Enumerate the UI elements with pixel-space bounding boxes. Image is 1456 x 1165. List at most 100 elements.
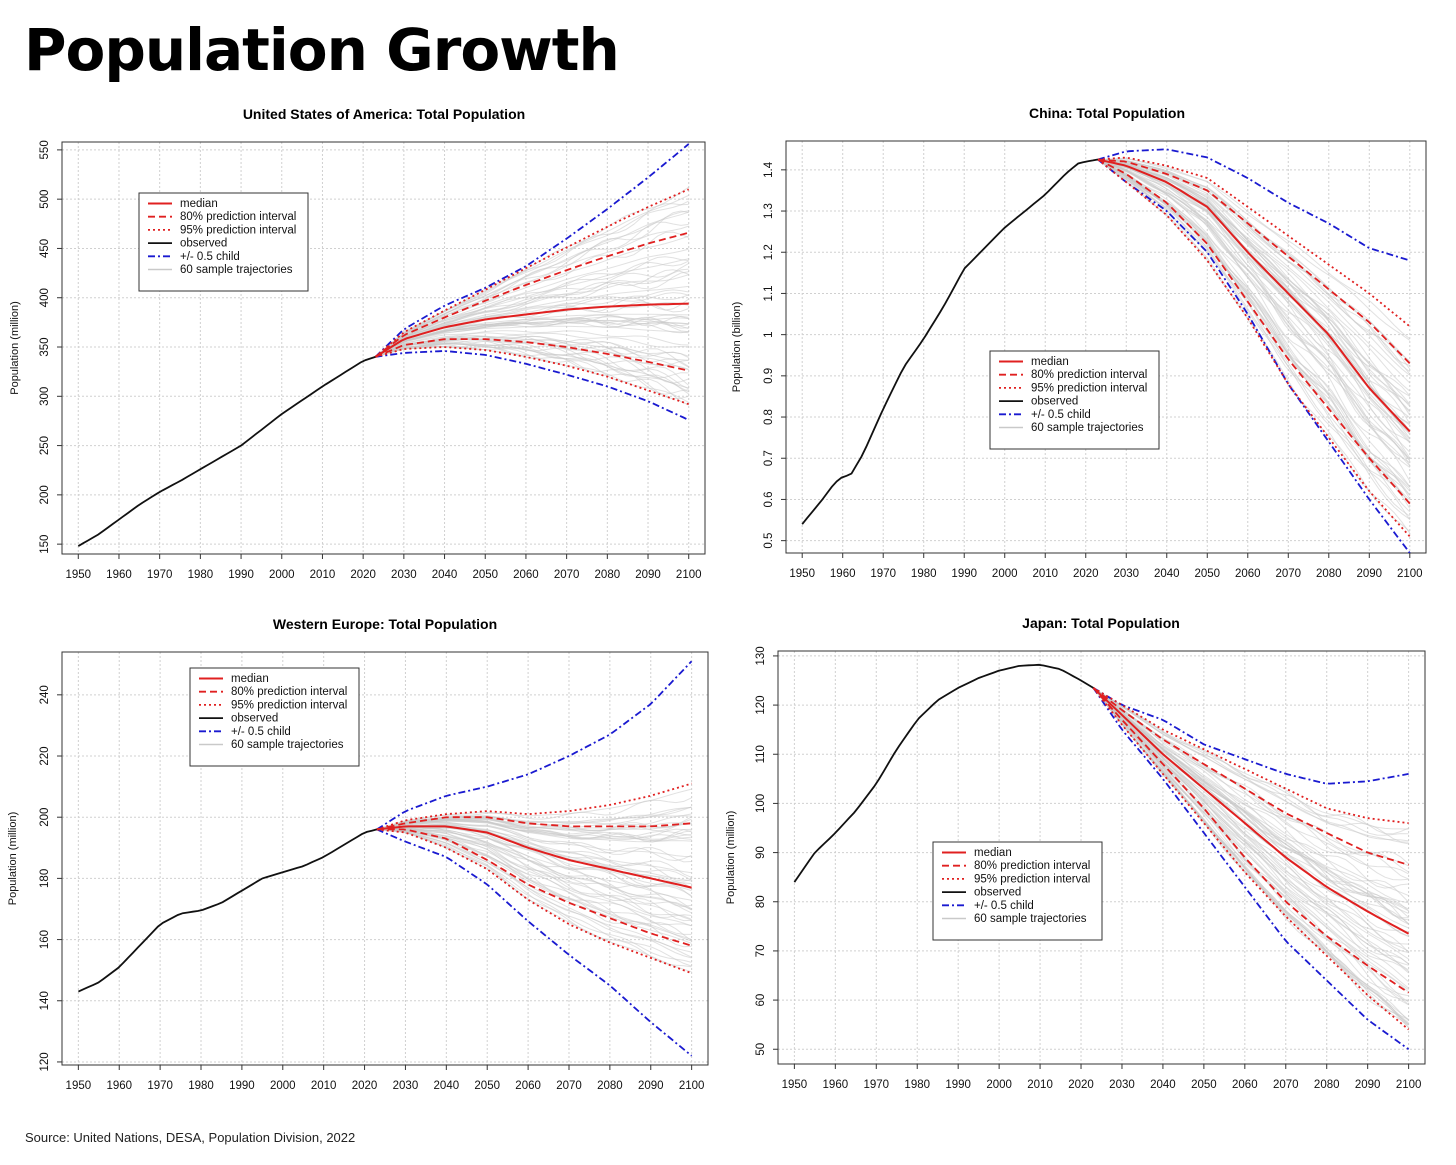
x-tick-label: 2040	[434, 1080, 460, 1092]
x-tick-label: 2060	[513, 569, 539, 581]
y-tick-label: 1.4	[763, 161, 775, 178]
pi80-lower-line	[376, 828, 692, 947]
sample-trajectory	[1097, 159, 1411, 443]
x-tick-label: 2080	[595, 569, 621, 581]
x-tick-label: 1980	[911, 568, 937, 580]
y-tick-label: 100	[755, 794, 767, 813]
observed-line	[793, 663, 1094, 883]
x-tick-label: 2020	[352, 1080, 378, 1092]
plot-area	[793, 663, 1410, 1051]
sample-trajectory	[1097, 159, 1411, 517]
child-lower-line	[1092, 687, 1410, 1051]
x-tick-label: 2040	[1154, 568, 1180, 580]
chart-title: Western Europe: Total Population	[273, 616, 497, 632]
x-tick-label: 1960	[830, 568, 856, 580]
sample-trajectory	[1097, 159, 1411, 453]
legend-label-pi80: 80% prediction interval	[974, 860, 1090, 872]
pi80-upper-line	[374, 231, 689, 358]
pi95-upper-line	[1097, 156, 1411, 328]
y-tick-label: 200	[39, 808, 51, 827]
legend-label-child: +/- 0.5 child	[231, 726, 291, 738]
sample-trajectory	[1093, 687, 1409, 830]
x-tick-label: 1970	[863, 1079, 889, 1091]
sample-trajectory	[1092, 687, 1409, 889]
x-tick-label: 1980	[188, 569, 214, 581]
y-tick-label: 120	[755, 695, 767, 714]
sample-trajectory	[1093, 687, 1409, 836]
y-tick-label: 400	[39, 288, 51, 307]
sample-trajectories	[376, 788, 692, 973]
y-tick-label: 130	[755, 646, 767, 665]
legend-box	[138, 192, 309, 292]
y-tick-label: 180	[39, 869, 51, 888]
legend-label-samples: 60 sample trajectories	[180, 264, 293, 276]
legend-label-pi80: 80% prediction interval	[231, 686, 347, 698]
sample-trajectory	[375, 335, 689, 358]
legend-label-median: median	[1031, 356, 1069, 368]
child-upper-line	[376, 660, 693, 831]
x-tick-label: 2030	[393, 1080, 419, 1092]
sample-trajectory	[375, 340, 689, 384]
x-tick-label: 2020	[1068, 1079, 1094, 1091]
chart-title: Japan: Total Population	[1022, 615, 1180, 631]
sample-trajectory	[375, 314, 689, 358]
plot-frame	[61, 651, 709, 1066]
observed-line	[78, 828, 378, 993]
x-tick-label: 2030	[1109, 1079, 1135, 1091]
y-tick-label: 1.1	[763, 285, 775, 301]
y-tick-label: 70	[755, 945, 767, 958]
x-tick-label: 2030	[1113, 568, 1139, 580]
sample-trajectory	[1093, 687, 1409, 835]
sample-trajectory	[375, 294, 689, 358]
y-axis-label: Population (million)	[725, 811, 737, 905]
median-line	[376, 825, 692, 889]
x-tick-label: 2010	[311, 1080, 337, 1092]
source-note: Source: United Nations, DESA, Population…	[25, 1130, 356, 1145]
x-tick-label: 2010	[1032, 568, 1058, 580]
sample-trajectory	[375, 316, 689, 358]
sample-trajectory	[376, 818, 692, 832]
sample-trajectory	[1097, 159, 1411, 373]
sample-trajectory	[375, 262, 689, 358]
sample-trajectory	[1097, 159, 1411, 513]
chart-title: United States of America: Total Populati…	[243, 106, 525, 122]
x-tick-label: 2020	[1073, 568, 1099, 580]
x-tick-label: 2090	[638, 1080, 664, 1092]
sample-trajectories	[1092, 687, 1409, 1029]
x-tick-label: 1990	[228, 569, 254, 581]
x-tick-label: 2100	[1397, 568, 1423, 580]
y-tick-label: 300	[39, 387, 51, 406]
y-axis-label: Population (million)	[7, 812, 19, 906]
x-tick-label: 1990	[945, 1079, 971, 1091]
sample-trajectory	[1097, 159, 1411, 520]
legend-label-child: +/- 0.5 child	[974, 900, 1034, 912]
sample-trajectory	[1097, 159, 1411, 468]
sample-trajectory	[1097, 159, 1411, 463]
sample-trajectory	[376, 827, 692, 914]
sample-trajectory	[1097, 159, 1411, 370]
sample-trajectory	[1092, 687, 1409, 960]
legend-label-median: median	[231, 673, 269, 685]
sample-trajectory	[375, 325, 689, 358]
sample-trajectory	[376, 828, 692, 967]
pi80-upper-line	[376, 816, 692, 831]
sample-trajectory	[1097, 158, 1411, 340]
sample-trajectory	[1092, 687, 1409, 1006]
plot-frame	[777, 650, 1426, 1065]
plot-area	[78, 660, 693, 1057]
y-tick-label: 160	[39, 930, 51, 949]
x-tick-label: 2000	[986, 1079, 1012, 1091]
x-tick-label: 2060	[1235, 568, 1261, 580]
y-tick-label: 250	[39, 436, 51, 455]
sample-trajectory	[375, 248, 689, 358]
sample-trajectory	[375, 225, 689, 358]
sample-trajectory	[1097, 158, 1411, 341]
plot-area	[77, 143, 690, 547]
legend-label-child: +/- 0.5 child	[180, 251, 240, 263]
y-tick-label: 0.7	[763, 450, 775, 466]
sample-trajectories	[375, 186, 690, 406]
legend-label-pi95: 95% prediction interval	[974, 873, 1090, 885]
sample-trajectory	[1092, 687, 1409, 881]
pi80-lower-line	[1092, 687, 1410, 994]
